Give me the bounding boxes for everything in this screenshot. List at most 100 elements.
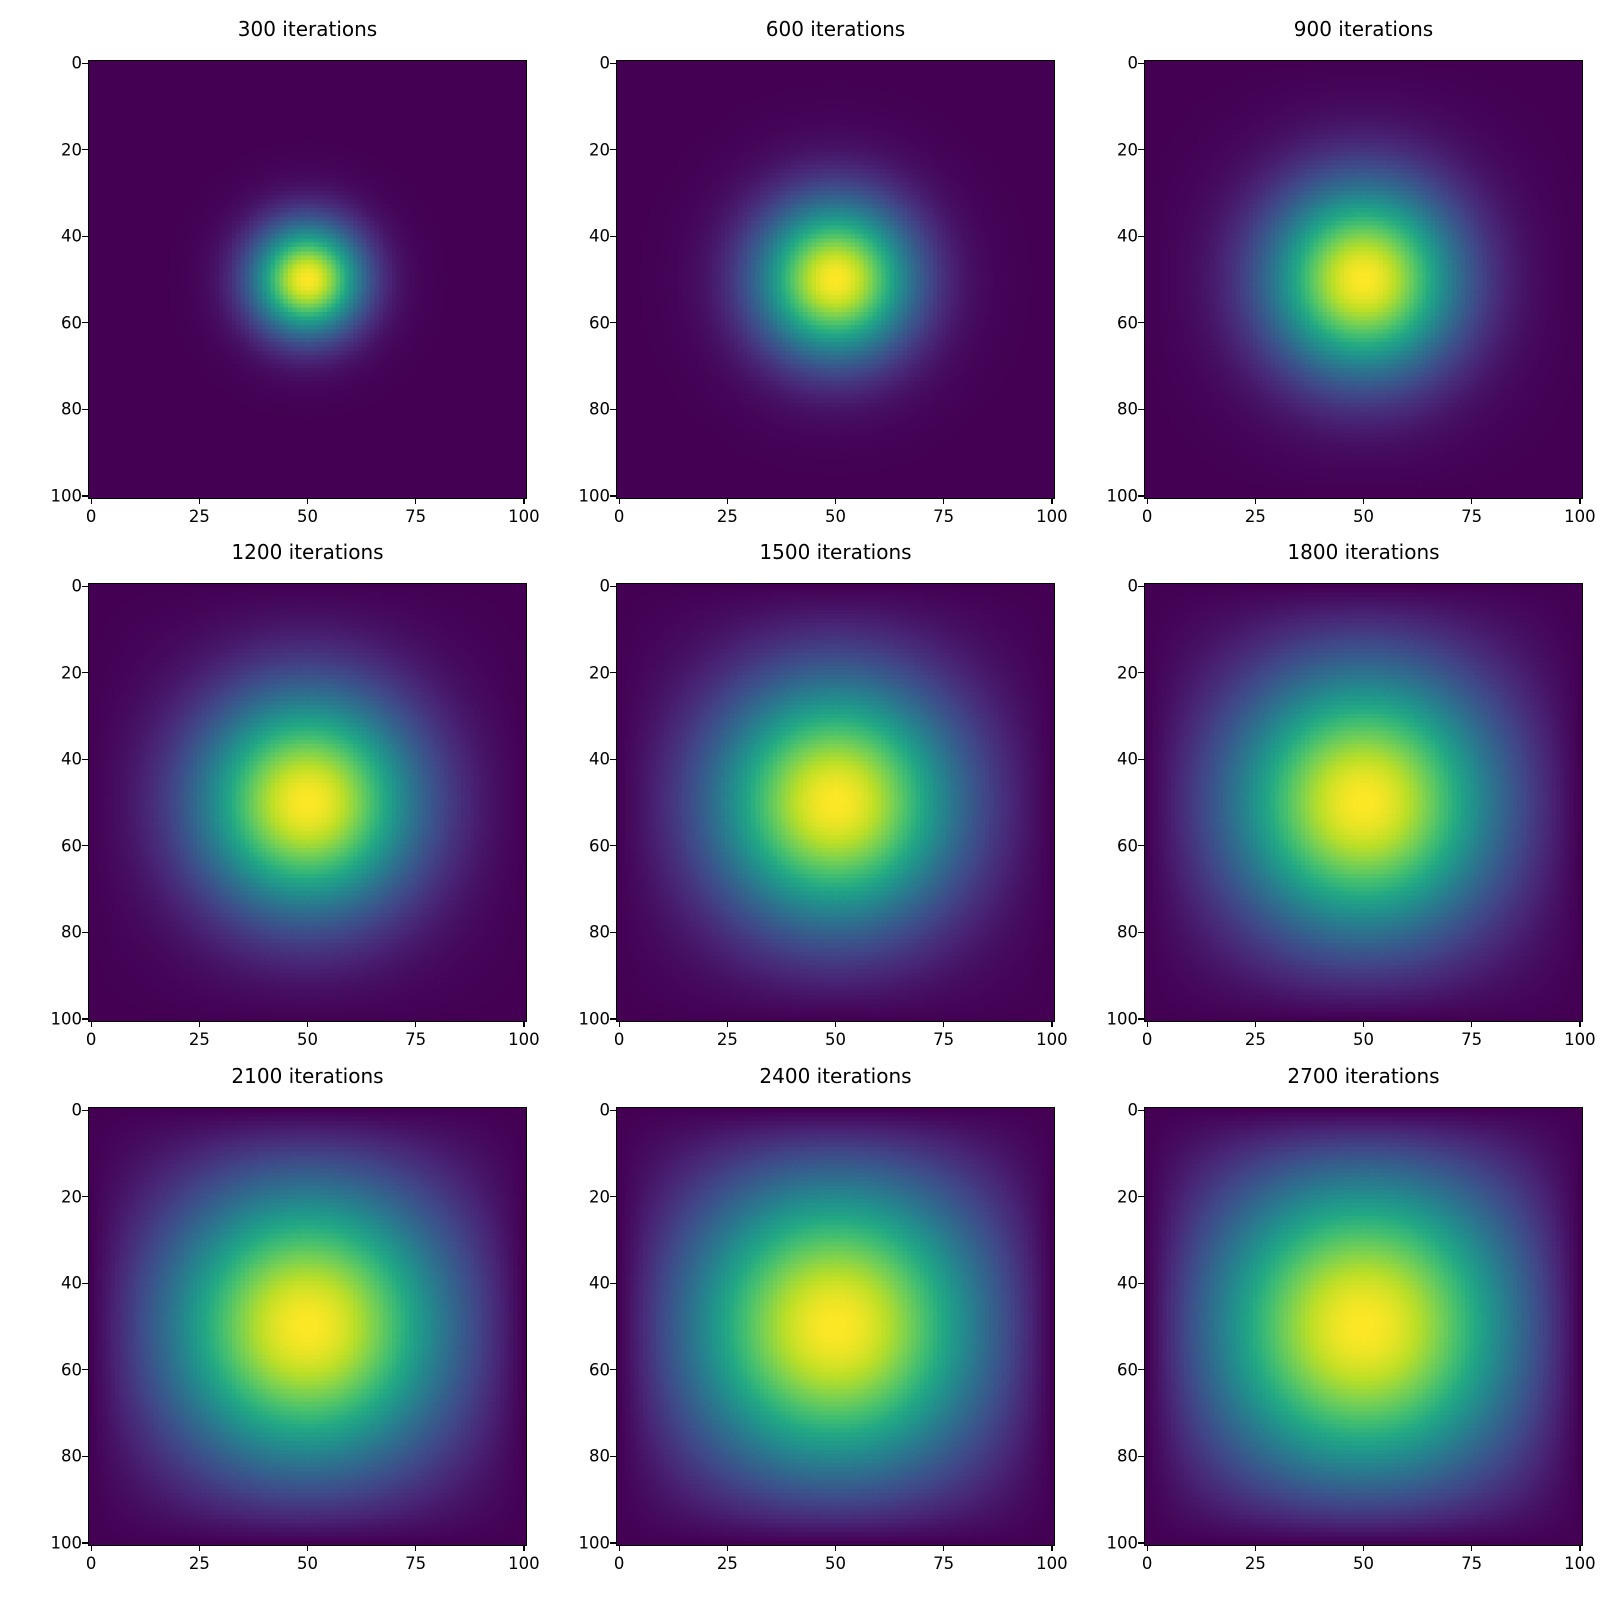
y-tick [610, 149, 616, 151]
y-tick-label: 80 [1117, 399, 1138, 419]
x-tick-label: 0 [613, 1554, 625, 1573]
x-tick-label: 0 [1141, 507, 1153, 526]
y-tick [610, 672, 616, 674]
x-tick-label: 0 [85, 1030, 97, 1049]
x-tick-label: 0 [85, 507, 97, 526]
x-tick [415, 1021, 417, 1027]
x-tick [1471, 498, 1473, 504]
heatmap-image [89, 584, 526, 1021]
x-tick-label: 50 [825, 507, 846, 526]
x-tick-label: 75 [1461, 1030, 1483, 1049]
y-tick [1138, 149, 1144, 151]
y-tick-label: 80 [61, 1446, 82, 1466]
y-tick [610, 408, 616, 410]
x-tick-label: 0 [85, 1554, 97, 1573]
x-tick-label: 0 [1141, 1554, 1153, 1573]
x-tick [523, 498, 525, 504]
y-tick [1138, 408, 1144, 410]
panel-title: 900 iterations [1293, 17, 1434, 41]
y-tick [1138, 672, 1144, 674]
x-tick-label: 75 [933, 1554, 955, 1573]
y-tick-label: 100 [50, 1009, 83, 1029]
x-tick [1362, 1021, 1365, 1027]
y-tick-label: 60 [1117, 1360, 1138, 1380]
y-tick-label: 60 [589, 1360, 610, 1380]
y-tick [1138, 62, 1144, 64]
panel-title: 2400 iterations [759, 1064, 912, 1088]
panel-title: 2100 iterations [231, 1064, 384, 1088]
y-tick-label: 40 [1117, 1273, 1138, 1293]
x-tick [1579, 1021, 1581, 1027]
y-tick [610, 1018, 616, 1020]
panel-title: 600 iterations [765, 17, 906, 41]
x-tick [90, 498, 92, 504]
y-tick [1138, 495, 1144, 497]
x-tick [306, 1545, 309, 1551]
x-tick-label: 0 [613, 507, 625, 526]
y-tick [82, 1282, 88, 1284]
y-tick [610, 322, 616, 324]
y-tick-label: 40 [589, 1273, 610, 1293]
y-tick [82, 235, 88, 237]
heatmap-image [89, 1108, 526, 1545]
x-tick [834, 1021, 837, 1027]
x-tick-label: 50 [297, 1030, 318, 1049]
y-tick [82, 408, 88, 410]
x-tick-label: 25 [716, 1030, 738, 1049]
y-tick [82, 495, 88, 497]
x-tick-label: 50 [1353, 1554, 1374, 1573]
x-tick [834, 498, 837, 504]
x-tick-label: 100 [1564, 507, 1596, 526]
x-tick-label: 25 [716, 507, 738, 526]
y-tick [82, 845, 88, 847]
heatmap-panel: 300 iterations 0 25 50 75 100 0 20 40 60 80 100 [51, 17, 540, 526]
y-tick [82, 1542, 88, 1544]
y-tick-label: 100 [50, 1533, 83, 1553]
y-tick-label: 80 [589, 1446, 610, 1466]
y-tick-label: 20 [61, 1187, 82, 1207]
panel-title: 1500 iterations [759, 540, 912, 564]
heatmap-image [617, 61, 1054, 498]
y-tick [82, 1455, 88, 1457]
x-tick-label: 100 [1036, 1554, 1068, 1573]
y-tick [1138, 1018, 1144, 1020]
y-tick-label: 60 [61, 313, 82, 333]
y-tick-label: 40 [1117, 749, 1138, 769]
x-tick [943, 1021, 945, 1027]
y-tick-label: 80 [589, 922, 610, 942]
heatmap-image [1145, 1108, 1582, 1545]
y-tick-label: 40 [589, 749, 610, 769]
heatmap-panel: 600 iterations 0 25 50 75 100 0 20 40 60 80 100 [579, 17, 1068, 526]
x-tick [1254, 498, 1257, 504]
y-tick [1138, 585, 1144, 587]
y-tick-label: 0 [1127, 1100, 1139, 1120]
y-tick [610, 758, 616, 760]
x-tick [618, 1021, 620, 1027]
x-tick [1579, 498, 1581, 504]
x-tick [726, 1021, 729, 1027]
x-tick-label: 50 [1353, 507, 1374, 526]
y-tick [82, 1369, 88, 1371]
x-tick-label: 75 [405, 507, 427, 526]
heatmap-image [1145, 61, 1582, 498]
heatmap-image [89, 61, 526, 498]
x-tick-label: 100 [508, 1554, 540, 1573]
y-tick-label: 40 [61, 1273, 82, 1293]
y-tick-label: 0 [1127, 576, 1139, 596]
x-tick [523, 1545, 525, 1551]
x-tick [306, 1021, 309, 1027]
x-tick [90, 1021, 92, 1027]
x-tick-label: 75 [933, 1030, 955, 1049]
x-tick [1471, 1021, 1473, 1027]
y-tick-label: 60 [1117, 836, 1138, 856]
x-tick [198, 498, 201, 504]
y-tick [610, 62, 616, 64]
x-tick-label: 0 [613, 1030, 625, 1049]
x-tick [1579, 1545, 1581, 1551]
heatmap-panel: 1800 iterations 0 25 50 75 100 0 20 40 60 80 100 [1107, 540, 1596, 1049]
y-tick-label: 0 [71, 1100, 83, 1120]
x-tick-label: 75 [1461, 507, 1483, 526]
y-tick [82, 149, 88, 151]
panel-title: 1800 iterations [1287, 540, 1440, 564]
x-tick-label: 75 [933, 507, 955, 526]
